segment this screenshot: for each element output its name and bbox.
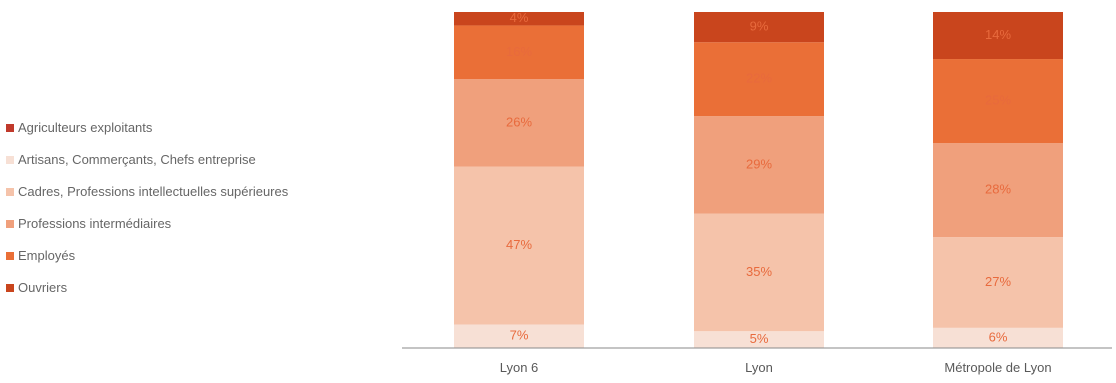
bar-segment — [933, 237, 1063, 328]
bar-segment — [694, 116, 824, 214]
category-label: Lyon 6 — [500, 360, 539, 375]
data-label: 16% — [506, 44, 532, 59]
bar-segment — [454, 324, 584, 348]
category-label: Lyon — [745, 360, 773, 375]
legend-label: Employés — [18, 247, 76, 263]
data-label: 26% — [506, 114, 532, 129]
bar-segment — [933, 59, 1063, 144]
legend-swatch-icon — [6, 220, 14, 228]
bar-segment — [933, 12, 1063, 60]
data-label: 4% — [510, 10, 529, 25]
legend-label: Agriculteurs exploitants — [18, 119, 153, 135]
bar-segment — [454, 25, 584, 80]
bar-segment — [454, 166, 584, 325]
data-label: 47% — [506, 237, 532, 252]
data-label: 27% — [985, 274, 1011, 289]
bar-segment — [933, 143, 1063, 238]
bar-segment — [694, 42, 824, 117]
legend-label: Artisans, Commerçants, Chefs entreprise — [18, 151, 256, 167]
legend-item-professions-intermediaires: Professions intermédiaires — [6, 212, 426, 236]
bar-segment — [694, 12, 824, 43]
data-label: 25% — [985, 92, 1011, 107]
bars-layer — [454, 12, 1063, 348]
legend-label: Professions intermédiaires — [18, 215, 172, 231]
legend-item-artisans: Artisans, Commerçants, Chefs entreprise — [6, 148, 426, 172]
data-label: 29% — [746, 156, 772, 171]
chart-legend: Agriculteurs exploitants Artisans, Comme… — [6, 116, 426, 300]
data-label: 7% — [510, 328, 529, 343]
bar-segment — [694, 213, 824, 332]
data-label: 5% — [750, 331, 769, 346]
data-label: 35% — [746, 264, 772, 279]
data-label: 6% — [989, 329, 1008, 344]
legend-swatch-icon — [6, 284, 14, 292]
data-label: 28% — [985, 182, 1011, 197]
legend-item-ouvriers: Ouvriers — [6, 276, 426, 300]
data-label: 9% — [750, 19, 769, 34]
legend-swatch-icon — [6, 188, 14, 196]
legend-item-cadres: Cadres, Professions intellectuelles supé… — [6, 180, 426, 204]
legend-swatch-icon — [6, 156, 14, 164]
legend-swatch-icon — [6, 124, 14, 132]
legend-item-agriculteurs: Agriculteurs exploitants — [6, 116, 426, 140]
legend-label: Ouvriers — [18, 279, 68, 295]
data-label: 22% — [746, 71, 772, 86]
category-labels-layer: Lyon 6 Lyon Métropole de Lyon — [500, 360, 1052, 375]
data-label: 14% — [985, 27, 1011, 42]
category-label: Métropole de Lyon — [944, 360, 1051, 375]
bar-segment — [933, 327, 1063, 348]
labels-layer: 7% 47% 26% 16% 4% 5% 35% 29% 22% 9% 6% 27% 28% 25% 14% — [506, 10, 1011, 346]
bar-segment — [454, 79, 584, 167]
legend-label: Cadres, Professions intellectuelles supé… — [18, 183, 289, 199]
bar-segment — [694, 331, 824, 348]
bar-segment — [454, 12, 584, 26]
legend-swatch-icon — [6, 252, 14, 260]
legend-item-employes: Employés — [6, 244, 426, 268]
